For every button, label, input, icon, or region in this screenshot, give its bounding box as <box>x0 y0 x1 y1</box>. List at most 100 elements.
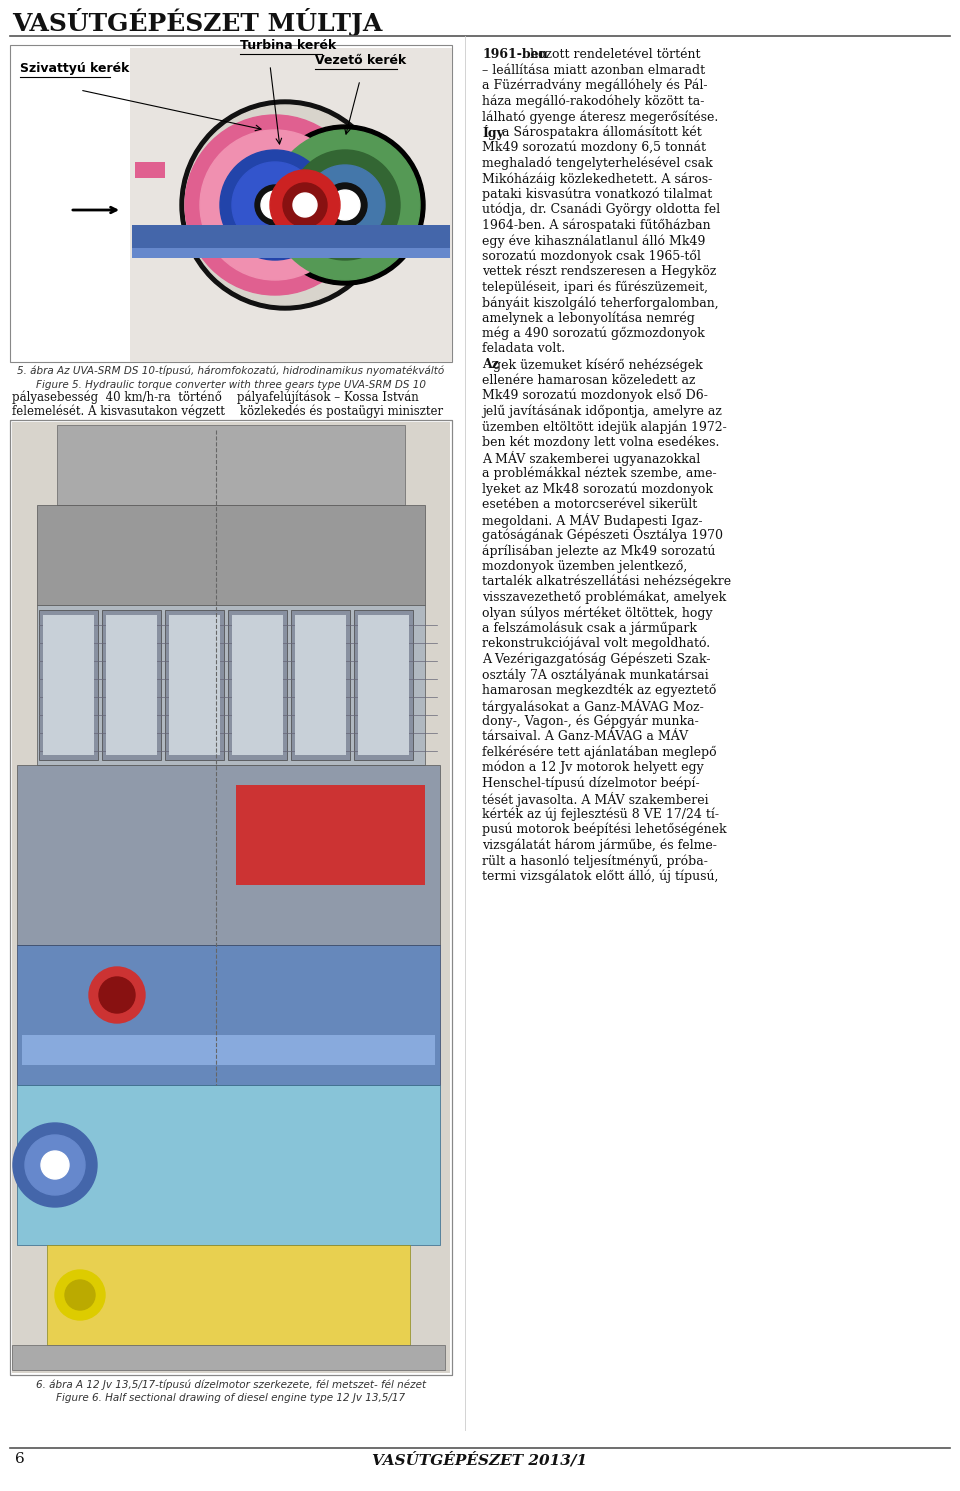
Text: hamarosan megkezdték az egyeztető: hamarosan megkezdték az egyeztető <box>482 683 716 696</box>
Text: felkérésére tett ajánlatában meglepő: felkérésére tett ajánlatában meglepő <box>482 746 716 759</box>
Text: a problémákkal néztek szembe, ame-: a problémákkal néztek szembe, ame- <box>482 467 716 480</box>
Bar <box>236 784 425 886</box>
Bar <box>132 248 450 258</box>
Text: társaival. A Ganz-MÁVAG a MÁV: társaival. A Ganz-MÁVAG a MÁV <box>482 731 688 743</box>
Bar <box>169 614 220 754</box>
Text: lyeket az Mk48 sorozatú mozdonyok: lyeket az Mk48 sorozatú mozdonyok <box>482 482 713 495</box>
Circle shape <box>185 104 385 306</box>
Circle shape <box>290 151 400 259</box>
Circle shape <box>283 183 327 227</box>
Text: Mk49 sorozatú mozdonyok első D6-: Mk49 sorozatú mozdonyok első D6- <box>482 389 708 403</box>
Circle shape <box>25 1135 85 1194</box>
Text: háza megálló-rakodóhely között ta-: háza megálló-rakodóhely között ta- <box>482 94 705 107</box>
Circle shape <box>270 170 340 240</box>
Bar <box>10 45 452 362</box>
Bar <box>17 945 440 1085</box>
Text: bányáit kiszolgáló teherforgalomban,: bányáit kiszolgáló teherforgalomban, <box>482 297 719 310</box>
Text: VASÚTGÉPÉSZET 2013/1: VASÚTGÉPÉSZET 2013/1 <box>372 1452 588 1467</box>
Text: a Füzérradvány megállóhely és Pál-: a Füzérradvány megállóhely és Pál- <box>482 79 708 92</box>
Text: lálható gyenge áteresz megerősítése.: lálható gyenge áteresz megerősítése. <box>482 110 718 124</box>
Text: Figure 6. Half sectional drawing of diesel engine type 12 Jv 13,5/17: Figure 6. Half sectional drawing of dies… <box>57 1393 405 1403</box>
Bar <box>135 163 165 177</box>
Text: pataki kisvasútra vonatkozó tilalmat: pataki kisvasútra vonatkozó tilalmat <box>482 188 712 201</box>
Text: 1964-ben. A sárospataki fűtőházban: 1964-ben. A sárospataki fűtőházban <box>482 219 710 233</box>
Text: vettek részt rendszeresen a Hegyköz: vettek részt rendszeresen a Hegyköz <box>482 265 716 279</box>
Text: rült a hasonló teljesítményű, próba-: rült a hasonló teljesítményű, próba- <box>482 854 708 868</box>
Circle shape <box>255 185 295 225</box>
Text: Mk49 sorozatú mozdony 6,5 tonnát: Mk49 sorozatú mozdony 6,5 tonnát <box>482 142 706 155</box>
Text: megoldani. A MÁV Budapesti Igaz-: megoldani. A MÁV Budapesti Igaz- <box>482 513 703 528</box>
Text: 5. ábra Az UVA-SRM DS 10-típusú, háromfokozatú, hidrodinamikus nyomatékváltó: 5. ábra Az UVA-SRM DS 10-típusú, háromfo… <box>17 365 444 377</box>
Bar <box>354 610 413 760</box>
Circle shape <box>13 1123 97 1208</box>
Text: Szivattyú kerék: Szivattyú kerék <box>20 63 130 75</box>
Text: mozdonyok üzemben jelentkező,: mozdonyok üzemben jelentkező, <box>482 559 687 573</box>
Bar <box>295 614 346 754</box>
Bar <box>12 1345 445 1370</box>
Circle shape <box>323 183 367 227</box>
Text: 6: 6 <box>15 1452 25 1466</box>
Text: felemelését. A kisvasutakon végzett    közlekedés és postaügyi miniszter: felemelését. A kisvasutakon végzett közl… <box>12 406 444 419</box>
Circle shape <box>265 125 425 285</box>
Text: 6. ábra A 12 Jv 13,5/17-típusú dízelmotor szerkezete, fél metszet- fél nézet: 6. ábra A 12 Jv 13,5/17-típusú dízelmoto… <box>36 1379 426 1390</box>
Text: áprílisában jelezte az Mk49 sorozatú: áprílisában jelezte az Mk49 sorozatú <box>482 544 715 558</box>
Text: üzemben eltöltött idejük alapján 1972-: üzemben eltöltött idejük alapján 1972- <box>482 420 727 434</box>
Text: módon a 12 Jv motorok helyett egy: módon a 12 Jv motorok helyett egy <box>482 760 704 774</box>
Text: A Vezérigazgatóság Gépészeti Szak-: A Vezérigazgatóság Gépészeti Szak- <box>482 653 710 666</box>
Circle shape <box>185 115 365 295</box>
Circle shape <box>180 100 390 310</box>
Bar <box>228 610 287 760</box>
Bar <box>47 1245 410 1345</box>
Text: termi vizsgálatok előtt álló, új típusú,: termi vizsgálatok előtt álló, új típusú, <box>482 869 718 883</box>
Text: hozott rendeletével történt: hozott rendeletével történt <box>526 48 701 61</box>
Text: A MÁV szakemberei ugyanazokkal: A MÁV szakemberei ugyanazokkal <box>482 450 700 467</box>
Bar <box>39 610 98 760</box>
Circle shape <box>220 151 330 259</box>
Circle shape <box>65 1279 95 1311</box>
Text: – leállítása miatt azonban elmaradt: – leállítása miatt azonban elmaradt <box>482 64 706 76</box>
Bar <box>57 425 405 505</box>
Text: esetében a motorcserével sikerült: esetében a motorcserével sikerült <box>482 498 697 510</box>
Text: visszavezethető problémákat, amelyek: visszavezethető problémákat, amelyek <box>482 590 727 604</box>
Text: Turbina kerék: Turbina kerék <box>240 39 336 52</box>
Text: egy éve kihasználatlanul álló Mk49: egy éve kihasználatlanul álló Mk49 <box>482 234 706 248</box>
Bar <box>43 614 94 754</box>
Text: 1961-ben: 1961-ben <box>482 48 548 61</box>
Bar <box>10 420 452 1375</box>
Circle shape <box>270 130 420 280</box>
Text: településeit, ipari és fűrészüzemeit,: településeit, ipari és fűrészüzemeit, <box>482 280 708 294</box>
Bar <box>130 48 452 362</box>
Text: kérték az új fejlesztésü 8 VE 17/24 tí-: kérték az új fejlesztésü 8 VE 17/24 tí- <box>482 808 719 822</box>
Bar <box>132 225 450 250</box>
Bar <box>37 505 425 605</box>
Circle shape <box>41 1151 69 1179</box>
Text: Henschel-típusú dízelmotor beépí-: Henschel-típusú dízelmotor beépí- <box>482 777 700 790</box>
Text: Figure 5. Hydraulic torque converter with three gears type UVA-SRM DS 10: Figure 5. Hydraulic torque converter wit… <box>36 380 426 391</box>
Text: gatóságának Gépészeti Osztálya 1970: gatóságának Gépészeti Osztálya 1970 <box>482 528 723 543</box>
Circle shape <box>55 1270 105 1320</box>
Bar <box>102 610 161 760</box>
Bar <box>232 614 283 754</box>
Text: dony-, Vagon-, és Gépgyár munka-: dony-, Vagon-, és Gépgyár munka- <box>482 714 699 728</box>
Text: ben két mozdony lett volna esedékes.: ben két mozdony lett volna esedékes. <box>482 435 719 449</box>
Text: a felszámolásuk csak a járműpark: a felszámolásuk csak a járműpark <box>482 622 697 635</box>
Text: olyan súlyos mértéket öltöttek, hogy: olyan súlyos mértéket öltöttek, hogy <box>482 605 712 619</box>
Text: tárgyalásokat a Ganz-MÁVAG Moz-: tárgyalásokat a Ganz-MÁVAG Moz- <box>482 699 704 714</box>
Circle shape <box>305 166 385 245</box>
Text: Az: Az <box>482 358 499 371</box>
Bar <box>37 605 425 765</box>
Text: jelű javításának időpontja, amelyre az: jelű javításának időpontja, amelyre az <box>482 404 722 417</box>
Text: feladata volt.: feladata volt. <box>482 343 565 355</box>
Bar <box>22 1035 435 1065</box>
Bar <box>106 614 157 754</box>
Circle shape <box>232 163 318 248</box>
Text: ellenére hamarosan közeledett az: ellenére hamarosan közeledett az <box>482 374 695 386</box>
Text: utódja, dr. Csanádi György oldotta fel: utódja, dr. Csanádi György oldotta fel <box>482 203 720 216</box>
Text: gek üzemuket kísérő nehézségek: gek üzemuket kísérő nehézségek <box>493 358 703 371</box>
Bar <box>358 614 409 754</box>
Bar <box>10 420 452 1375</box>
Text: tartalék alkatrészellátási nehézségekre: tartalék alkatrészellátási nehézségekre <box>482 576 732 589</box>
Bar <box>12 422 450 1373</box>
Bar <box>17 1085 440 1245</box>
Text: Vezető kerék: Vezető kerék <box>315 54 406 67</box>
